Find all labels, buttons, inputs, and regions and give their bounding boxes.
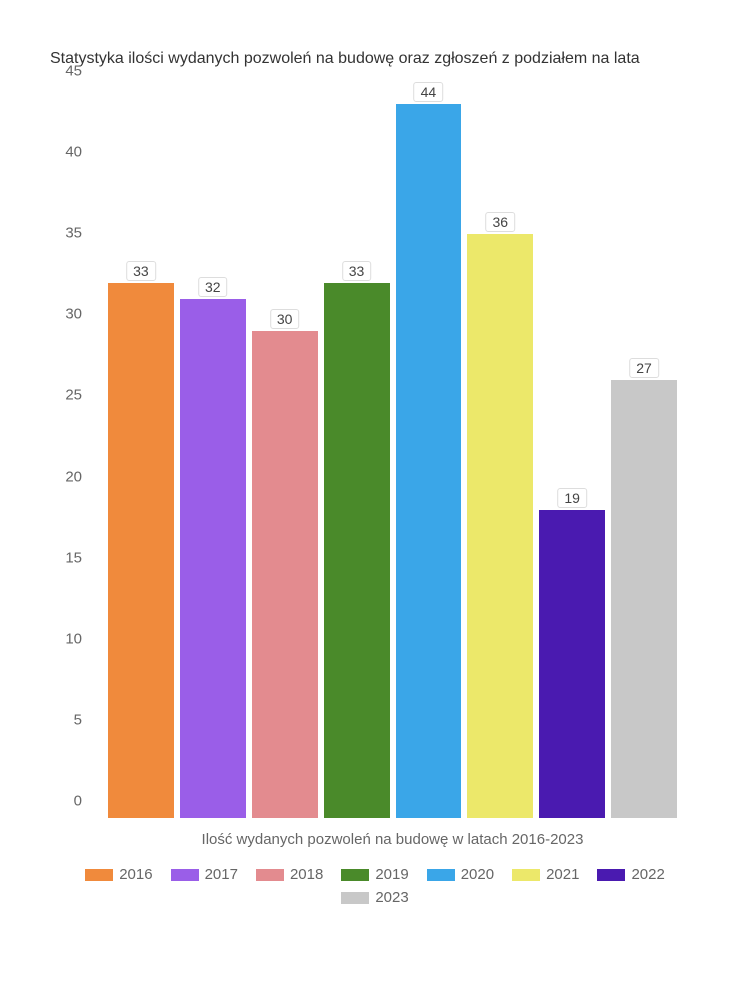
bar-value-label: 27 xyxy=(629,358,659,378)
bar-2022: 19 xyxy=(539,510,605,818)
legend-item-2019: 2019 xyxy=(341,866,408,883)
x-axis-label: Ilość wydanych pozwoleń na budowę w lata… xyxy=(95,831,690,848)
bar-2017: 32 xyxy=(180,299,246,818)
bar-2023: 27 xyxy=(611,380,677,818)
y-tick-label: 35 xyxy=(65,225,82,242)
y-axis: 051015202530354045 xyxy=(50,88,90,818)
bar-value-label: 30 xyxy=(270,309,300,329)
bar-value-label: 33 xyxy=(342,261,372,281)
bar-2020: 44 xyxy=(396,104,462,818)
legend-swatch xyxy=(256,869,284,881)
bar-wrap: 44 xyxy=(393,88,465,818)
legend-item-2023: 2023 xyxy=(341,889,408,906)
legend-swatch xyxy=(341,869,369,881)
legend-label: 2016 xyxy=(119,866,152,883)
bar-wrap: 27 xyxy=(608,88,680,818)
y-tick-label: 10 xyxy=(65,630,82,647)
legend-item-2016: 2016 xyxy=(85,866,152,883)
legend-item-2017: 2017 xyxy=(171,866,238,883)
bar-wrap: 33 xyxy=(321,88,393,818)
legend-label: 2022 xyxy=(631,866,664,883)
legend-swatch xyxy=(512,869,540,881)
bar-value-label: 32 xyxy=(198,277,228,297)
chart-title: Statystyka ilości wydanych pozwoleń na b… xyxy=(50,50,700,68)
y-tick-label: 30 xyxy=(65,306,82,323)
bar-2021: 36 xyxy=(467,234,533,818)
y-tick-label: 40 xyxy=(65,144,82,161)
y-tick-label: 25 xyxy=(65,387,82,404)
legend: 2016 2017 2018 2019 2020 2021 2022 2023 xyxy=(50,866,700,906)
bar-2018: 30 xyxy=(252,331,318,818)
bar-wrap: 30 xyxy=(249,88,321,818)
y-tick-label: 45 xyxy=(65,63,82,80)
bar-wrap: 19 xyxy=(536,88,608,818)
bar-value-label: 19 xyxy=(557,488,587,508)
legend-swatch xyxy=(85,869,113,881)
y-tick-label: 15 xyxy=(65,549,82,566)
legend-item-2018: 2018 xyxy=(256,866,323,883)
y-tick-label: 20 xyxy=(65,468,82,485)
legend-label: 2018 xyxy=(290,866,323,883)
bar-wrap: 33 xyxy=(105,88,177,818)
bar-2019: 33 xyxy=(324,283,390,818)
bar-chart: Statystyka ilości wydanych pozwoleń na b… xyxy=(50,50,700,950)
legend-item-2020: 2020 xyxy=(427,866,494,883)
bar-2016: 33 xyxy=(108,283,174,818)
legend-swatch xyxy=(341,892,369,904)
y-tick-label: 0 xyxy=(74,793,82,810)
legend-label: 2020 xyxy=(461,866,494,883)
bar-value-label: 33 xyxy=(126,261,156,281)
legend-label: 2023 xyxy=(375,889,408,906)
bar-value-label: 36 xyxy=(486,212,516,232)
plot-area: 051015202530354045 3332303344361927 Iloś… xyxy=(50,88,690,848)
legend-swatch xyxy=(597,869,625,881)
bar-value-label: 44 xyxy=(414,82,444,102)
bar-wrap: 36 xyxy=(464,88,536,818)
legend-swatch xyxy=(427,869,455,881)
legend-swatch xyxy=(171,869,199,881)
legend-item-2021: 2021 xyxy=(512,866,579,883)
y-tick-label: 5 xyxy=(74,711,82,728)
legend-label: 2021 xyxy=(546,866,579,883)
bars-region: 3332303344361927 xyxy=(95,88,690,818)
legend-item-2022: 2022 xyxy=(597,866,664,883)
bar-wrap: 32 xyxy=(177,88,249,818)
legend-label: 2017 xyxy=(205,866,238,883)
legend-label: 2019 xyxy=(375,866,408,883)
